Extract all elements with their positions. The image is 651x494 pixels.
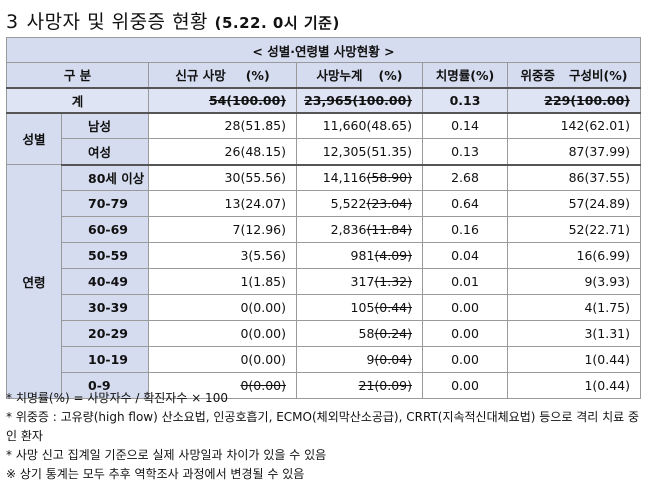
- sex-group-label: 성별: [6, 112, 62, 165]
- age-row: 30-39 0(0.00) 105(0.44) 0.00 4(1.75): [7, 294, 642, 321]
- cum-deaths-cell: 981(4.09): [296, 242, 423, 269]
- cum-deaths-cell: 9(0.04): [296, 346, 423, 373]
- age-group-label: 연령: [6, 164, 62, 399]
- critical-cell: 4(1.75): [506, 294, 642, 321]
- sex-row-male: 성별 남성 28(51.85) 11,660(48.65) 0.14 142(6…: [6, 112, 642, 165]
- header-fatality-rate: 치명률(%): [422, 62, 508, 89]
- critical-cell: 9(3.93): [506, 268, 642, 295]
- footnote-critical: * 위중증 : 고유량(high flow) 산소요법, 인공호흡기, ECMO…: [6, 410, 640, 443]
- new-deaths-cell: 30(55.56): [148, 164, 297, 191]
- sex-row-female: 여성 26(48.15) 12,305(51.35) 0.13 87(37.99…: [7, 138, 642, 166]
- cum-deaths-cell: 21(0.09): [296, 372, 423, 399]
- footnotes: * 치명률(%) = 사망자수 / 확진자수 × 100 * 위중증 : 고유량…: [6, 389, 642, 484]
- critical-cell: 142(62.01): [506, 112, 642, 139]
- row-label: 남성: [61, 112, 149, 139]
- footnote-reporting: * 사망 신고 집계일 기준으로 실제 사망일과 차이가 있을 수 있음: [6, 448, 327, 462]
- total-new: 54(100.00): [148, 87, 297, 114]
- critical-cell: 86(37.55): [506, 164, 642, 191]
- fatality-rate-cell: 0.00: [422, 294, 508, 321]
- critical-cell: 52(22.71): [506, 216, 642, 243]
- header-category: 구 분: [6, 62, 149, 89]
- header-critical: 위중증 구성비(%): [506, 62, 642, 89]
- new-deaths-cell: 0(0.00): [148, 320, 297, 347]
- total-label: 계: [6, 87, 149, 114]
- footnote-fatality: * 치명률(%) = 사망자수 / 확진자수 × 100: [6, 391, 228, 405]
- section-number: 3: [6, 11, 19, 33]
- header-cum-deaths: 사망누계 (%): [296, 62, 423, 89]
- new-deaths-cell: 0(0.00): [148, 294, 297, 321]
- new-deaths-cell: 0(0.00): [148, 372, 297, 399]
- row-label: 40-49: [61, 268, 149, 295]
- critical-cell: 1(0.44): [506, 346, 642, 373]
- fatality-rate-cell: 0.00: [422, 320, 508, 347]
- row-label: 30-39: [61, 294, 149, 321]
- fatality-rate-cell: 0.16: [422, 216, 508, 243]
- critical-cell: 87(37.99): [506, 138, 642, 166]
- total-critical: 229(100.00): [506, 87, 642, 114]
- new-deaths-cell: 3(5.56): [148, 242, 297, 269]
- cum-deaths-cell: 58(0.24): [296, 320, 423, 347]
- row-label: 50-59: [61, 242, 149, 269]
- age-row: 10-19 0(0.00) 9(0.04) 0.00 1(0.44): [7, 346, 642, 373]
- fatality-rate-cell: 0.04: [422, 242, 508, 269]
- section-heading: 사망자 및 위중증 현황: [26, 11, 209, 33]
- new-deaths-cell: 26(48.15): [148, 138, 297, 166]
- new-deaths-cell: 7(12.96): [148, 216, 297, 243]
- deaths-stats-table: < 성별·연령별 사망현황 > 구 분 신규 사망 (%) 사망누계 (%) 치명률…: [5, 37, 642, 399]
- table-banner-row: < 성별·연령별 사망현황 >: [5, 37, 642, 63]
- fatality-rate-cell: 0.14: [422, 112, 508, 139]
- age-row: 50-59 3(5.56) 981(4.09) 0.04 16(6.99): [7, 242, 642, 269]
- cum-deaths-cell: 105(0.44): [296, 294, 423, 321]
- header-new-deaths: 신규 사망 (%): [148, 62, 297, 89]
- fatality-rate-cell: 0.13: [422, 138, 508, 166]
- cum-deaths-cell: 11,660(48.65): [296, 112, 423, 139]
- row-label: 10-19: [61, 346, 149, 373]
- fatality-rate-cell: 2.68: [422, 164, 508, 191]
- new-deaths-cell: 28(51.85): [148, 112, 297, 139]
- section-title: 3 사망자 및 위중증 현황 (5.22. 0시 기준): [6, 7, 340, 34]
- total-row: 계 54(100.00) 23,965(100.00) 0.13 229(100…: [6, 87, 642, 114]
- cum-deaths-cell: 12,305(51.35): [296, 138, 423, 166]
- new-deaths-cell: 1(1.85): [148, 268, 297, 295]
- critical-cell: 57(24.89): [506, 190, 642, 217]
- age-row: 60-69 7(12.96) 2,836(11.84) 0.16 52(22.7…: [7, 216, 642, 243]
- total-cum: 23,965(100.00): [296, 87, 423, 114]
- critical-cell: 1(0.44): [506, 372, 642, 399]
- new-deaths-cell: 0(0.00): [148, 346, 297, 373]
- critical-cell: 16(6.99): [506, 242, 642, 269]
- total-rate: 0.13: [422, 87, 508, 114]
- row-label: 60-69: [61, 216, 149, 243]
- row-label: 20-29: [61, 320, 149, 347]
- age-row: 40-49 1(1.85) 317(1.32) 0.01 9(3.93): [7, 268, 642, 295]
- row-label: 여성: [61, 138, 149, 166]
- cum-deaths-cell: 14,116(58.90): [296, 164, 423, 191]
- reference-time: (5.22. 0시 기준): [214, 14, 340, 32]
- row-label: 80세 이상: [61, 164, 149, 191]
- cum-deaths-cell: 5,522(23.04): [296, 190, 423, 217]
- new-deaths-cell: 13(24.07): [148, 190, 297, 217]
- fatality-rate-cell: 0.00: [422, 346, 508, 373]
- cum-deaths-cell: 317(1.32): [296, 268, 423, 295]
- row-label: 70-79: [61, 190, 149, 217]
- fatality-rate-cell: 0.64: [422, 190, 508, 217]
- fatality-rate-cell: 0.00: [422, 372, 508, 399]
- fatality-rate-cell: 0.01: [422, 268, 508, 295]
- age-row: 0-9 0(0.00) 21(0.09) 0.00 1(0.44): [7, 372, 642, 399]
- critical-cell: 3(1.31): [506, 320, 642, 347]
- cum-deaths-cell: 2,836(11.84): [296, 216, 423, 243]
- table-banner: < 성별·연령별 사망현황 >: [5, 37, 642, 63]
- age-row: 연령 80세 이상 30(55.56) 14,116(58.90) 2.68 8…: [6, 164, 642, 399]
- row-label: 0-9: [61, 372, 149, 399]
- age-row: 70-79 13(24.07) 5,522(23.04) 0.64 57(24.…: [7, 190, 642, 217]
- footnote-revision: ※ 상기 통계는 모두 추후 역학조사 과정에서 변경될 수 있음: [6, 467, 305, 481]
- age-row: 20-29 0(0.00) 58(0.24) 0.00 3(1.31): [7, 320, 642, 347]
- header-row: 구 분 신규 사망 (%) 사망누계 (%) 치명률(%) 위중증 구성비(%): [6, 62, 642, 89]
